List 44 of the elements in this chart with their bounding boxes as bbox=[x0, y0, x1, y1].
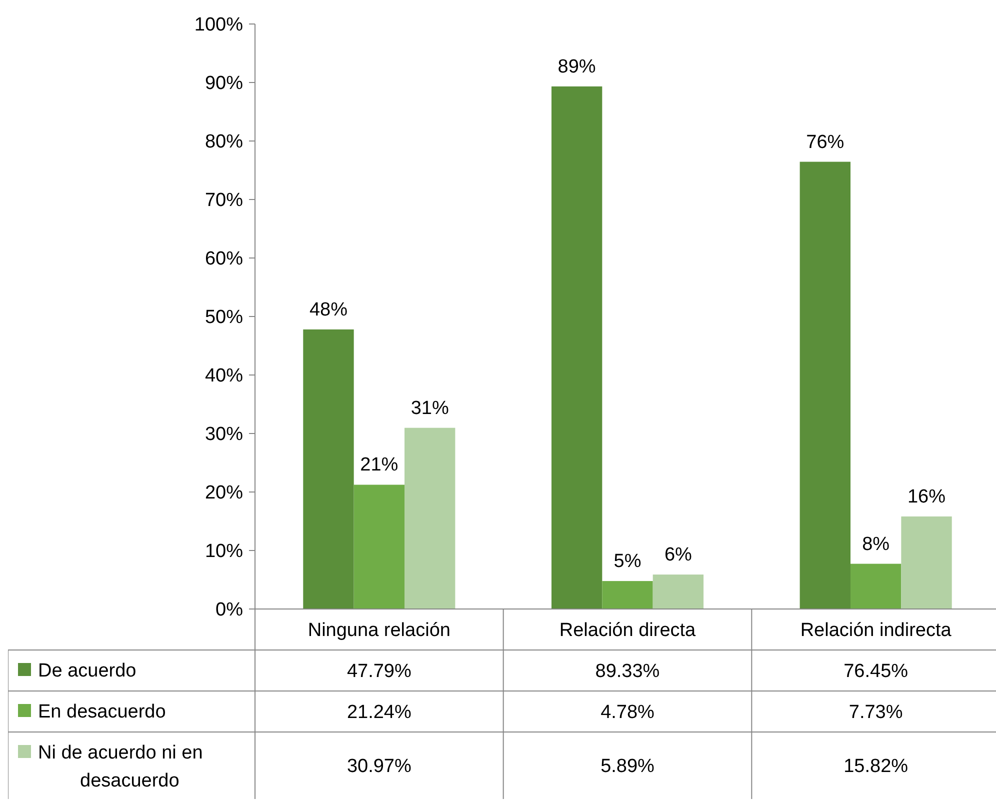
text: 47.79% bbox=[346, 661, 412, 682]
data-label: 89% bbox=[558, 56, 596, 78]
text: 21.24% bbox=[346, 702, 412, 724]
y-tick-label: 70% bbox=[204, 190, 244, 212]
y-tick-label: 30% bbox=[204, 424, 244, 446]
data-label: 76% bbox=[806, 132, 844, 153]
data-label: 21% bbox=[360, 454, 398, 476]
data-label: 6% bbox=[664, 544, 692, 566]
y-tick-label: 50% bbox=[204, 307, 244, 328]
bar bbox=[551, 86, 602, 609]
text: 89.33% bbox=[595, 661, 660, 682]
bar bbox=[404, 428, 456, 609]
x-tick-label: Relación indirecta bbox=[800, 620, 952, 642]
bar bbox=[800, 162, 850, 609]
bar bbox=[354, 484, 405, 609]
x-tick-label: Relación directa bbox=[559, 620, 696, 642]
y-tick-label: 40% bbox=[204, 366, 244, 387]
text: 30.97% bbox=[346, 756, 412, 778]
bar bbox=[652, 574, 704, 609]
bar bbox=[602, 581, 653, 609]
text: 5.89% bbox=[600, 756, 655, 778]
bar bbox=[850, 564, 902, 609]
data-label: 48% bbox=[309, 299, 348, 320]
y-tick-label: 100% bbox=[194, 14, 244, 36]
text: 4.78% bbox=[600, 702, 655, 724]
bar bbox=[303, 329, 354, 609]
text: 15.82% bbox=[844, 756, 908, 778]
legend-label: De acuerdo bbox=[38, 660, 136, 682]
y-tick-label: 90% bbox=[204, 73, 244, 94]
y-tick-label: 60% bbox=[204, 248, 244, 270]
data-label: 16% bbox=[908, 486, 946, 508]
x-tick-label: Ninguna relación bbox=[308, 620, 450, 642]
legend-label: En desacuerdo bbox=[38, 702, 166, 723]
y-tick-label: 20% bbox=[204, 482, 244, 504]
y-tick-label: 10% bbox=[204, 541, 244, 562]
legend-label: Ni de acuerdo ni en desacuerdo bbox=[38, 742, 203, 792]
bar bbox=[901, 516, 952, 609]
text: 76.45% bbox=[844, 661, 908, 682]
data-label: 8% bbox=[862, 534, 890, 555]
data-label: 5% bbox=[614, 551, 642, 572]
data-label: 31% bbox=[410, 398, 449, 419]
y-tick-label: 0% bbox=[216, 600, 244, 621]
text: 7.73% bbox=[848, 702, 903, 724]
y-tick-label: 80% bbox=[204, 132, 244, 153]
